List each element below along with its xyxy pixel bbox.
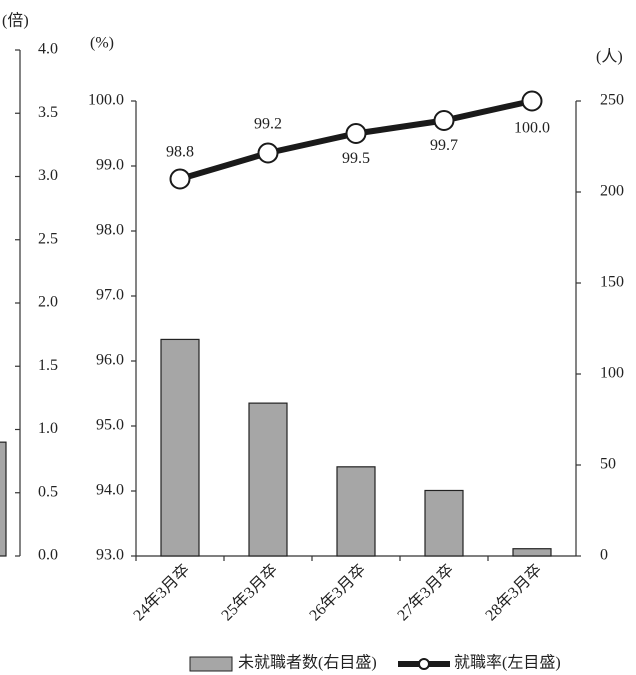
y-tick-label: 3.0 bbox=[38, 167, 58, 184]
y-tick-label: 2.0 bbox=[38, 294, 58, 311]
data-label: 98.8 bbox=[166, 144, 194, 161]
x-tick-label: 26年3月卒 bbox=[306, 561, 370, 625]
line-marker bbox=[433, 110, 455, 131]
y-tick-label: 3.5 bbox=[38, 104, 58, 121]
y-tick-label: 1.5 bbox=[38, 357, 58, 374]
y2-tick-label: 150 bbox=[600, 274, 624, 291]
y2-tick-label: 250 bbox=[600, 92, 624, 109]
y2-tick-label: 50 bbox=[600, 456, 616, 473]
y-tick-label: 0.0 bbox=[38, 547, 58, 564]
y-tick-label: 0.5 bbox=[38, 483, 58, 500]
y-tick-label: 95.0 bbox=[96, 417, 124, 434]
legend-marker bbox=[418, 658, 430, 670]
x-tick-label: 25年3月卒 bbox=[218, 561, 282, 625]
bar bbox=[248, 402, 288, 557]
legend-swatch bbox=[189, 656, 233, 672]
bar bbox=[160, 338, 200, 557]
y-tick-label: 94.0 bbox=[96, 482, 124, 499]
data-label: 99.7 bbox=[430, 137, 458, 154]
line-marker bbox=[521, 90, 543, 112]
y2-tick-label: 200 bbox=[600, 183, 624, 200]
x-tick-label: 28年3月卒 bbox=[482, 561, 546, 625]
line-marker bbox=[257, 142, 279, 164]
y-tick-label: 96.0 bbox=[96, 352, 124, 369]
data-label: 99.5 bbox=[342, 150, 370, 167]
legend-label: 未就職者数(右目盛) bbox=[238, 654, 377, 672]
bar bbox=[0, 441, 7, 557]
bar bbox=[424, 489, 464, 557]
y-axis-label: (%) bbox=[90, 35, 114, 52]
y-tick-label: 93.0 bbox=[96, 547, 124, 564]
line-marker bbox=[345, 123, 367, 144]
y-tick-label: 1.0 bbox=[38, 420, 58, 437]
y-tick-label: 98.0 bbox=[96, 222, 124, 239]
y-tick-label: 100.0 bbox=[88, 92, 124, 109]
y2-tick-label: 100 bbox=[600, 365, 624, 382]
y-tick-label: 2.5 bbox=[38, 230, 58, 247]
y2-axis-label: (人) bbox=[596, 48, 623, 66]
y-axis-label: (倍) bbox=[2, 12, 29, 30]
legend-label: 就職率(左目盛) bbox=[454, 654, 561, 672]
y2-tick-label: 0 bbox=[600, 547, 608, 564]
x-tick-label: 24年3月卒 bbox=[130, 561, 194, 625]
y-tick-label: 99.0 bbox=[96, 157, 124, 174]
y-tick-label: 97.0 bbox=[96, 287, 124, 304]
data-label: 100.0 bbox=[514, 120, 550, 137]
y-tick-label: 4.0 bbox=[38, 41, 58, 58]
data-label: 99.2 bbox=[254, 116, 282, 133]
bar bbox=[512, 548, 552, 557]
x-tick-label: 27年3月卒 bbox=[394, 561, 458, 625]
line-marker bbox=[169, 168, 191, 190]
bar bbox=[336, 466, 376, 557]
